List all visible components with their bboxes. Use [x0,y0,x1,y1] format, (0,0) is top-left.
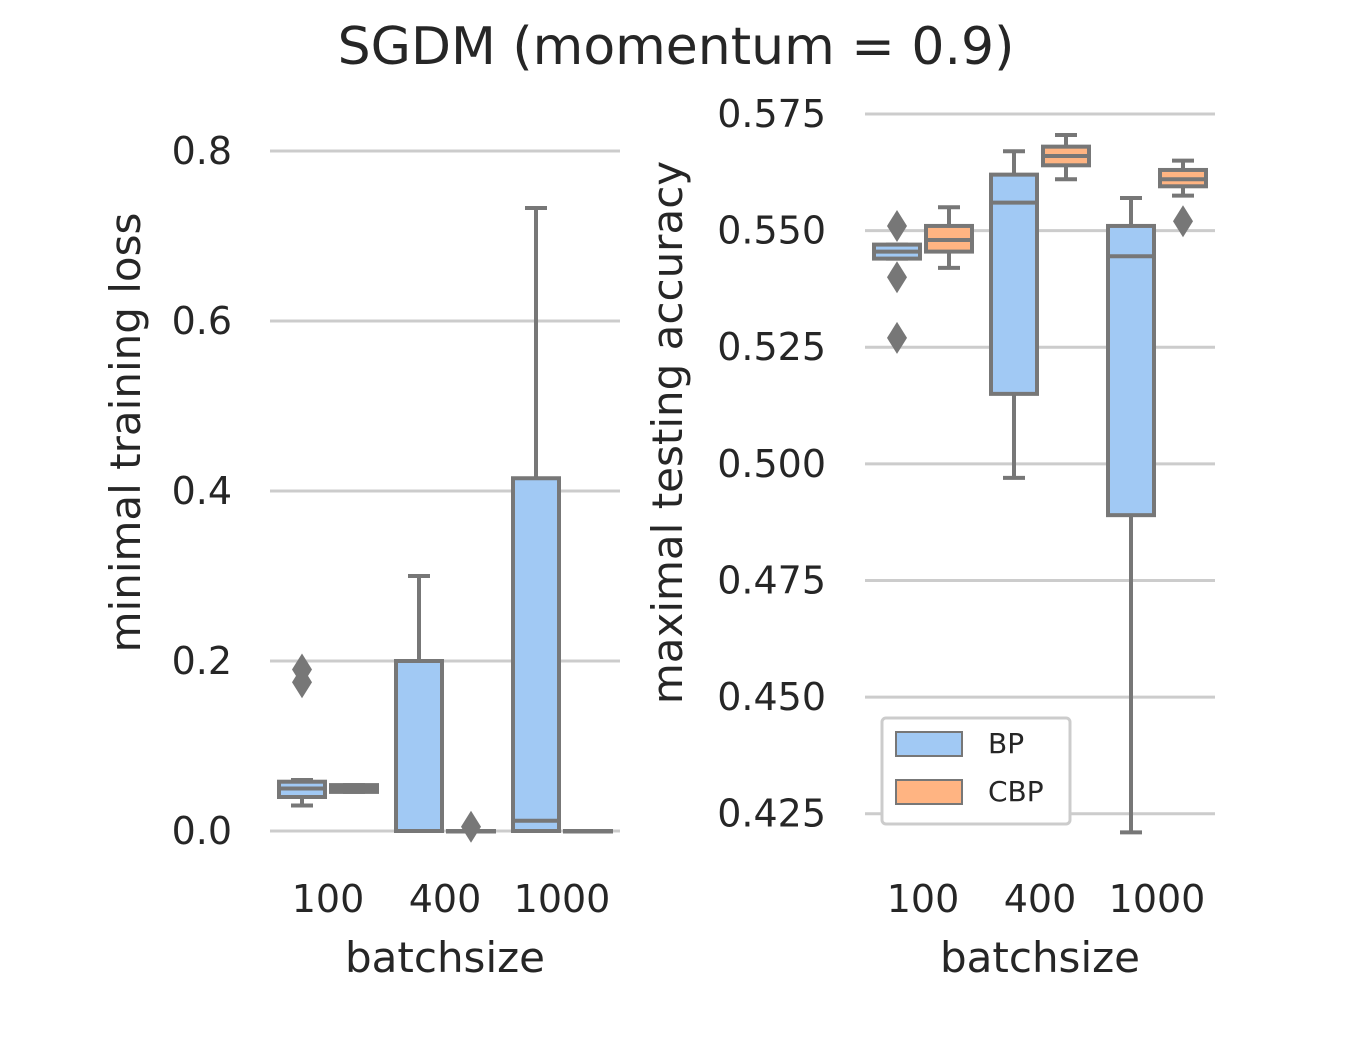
x-tick-label: 100 [292,877,365,921]
outlier-point [461,810,481,843]
y-axis-label: maximal testing accuracy [643,161,692,704]
y-tick-label: 0.6 [172,299,232,343]
legend-swatch-cbp [895,779,963,805]
x-axis-label: batchsize [940,933,1140,982]
y-tick-label: 0.0 [172,809,232,853]
legend: BP CBP [880,716,1072,826]
y-tick-label: 0.525 [717,325,826,369]
outlier-point [1173,205,1193,238]
box-bp-1000 [1106,195,1156,835]
panel-testing-accuracy: 0.425 0.450 0.475 0.500 0.525 0.550 0.575 maxim… [643,92,1215,982]
box-bp-400 [989,149,1039,480]
y-tick-label: 0.475 [717,558,826,602]
box-cbp-100 [924,205,974,270]
box-body [394,659,444,833]
outlier-point [887,209,907,242]
y-tick-label: 0.8 [172,129,232,173]
panel-training-loss: 0.0 0.2 0.4 0.6 0.8 minimal training loss 100 4… [101,129,620,982]
x-tick-label: 1000 [1109,877,1206,921]
y-tick-label: 0.550 [717,209,826,253]
box-bp-400 [394,574,444,833]
y-tick-label: 0.425 [717,792,826,836]
box-cbp-1000 [563,829,613,834]
x-axis-label: batchsize [345,933,545,982]
y-axis-label: minimal training loss [101,213,150,653]
box-bp-100 [277,653,327,808]
y-tick-label: 0.4 [172,469,232,513]
box-cbp-400 [446,810,496,843]
box-body [511,476,561,833]
box-cbp-100 [329,783,379,794]
y-tick-label: 0.2 [172,639,232,683]
outlier-point [887,321,907,354]
y-tick-label: 0.500 [717,442,826,486]
box-body [989,172,1039,396]
x-tick-label: 400 [1004,877,1077,921]
figure-title: SGDM (momentum = 0.9) [338,17,1015,77]
y-tick-label: 0.575 [717,92,826,136]
box-bp-1000 [511,205,561,833]
box-body [1106,223,1156,518]
x-tick-label: 1000 [514,877,611,921]
legend-label-cbp: CBP [988,775,1044,808]
y-tick-label: 0.450 [717,675,826,719]
outlier-point [292,653,312,686]
outlier-point [887,261,907,294]
box-cbp-400 [1041,132,1091,182]
box-bp-100 [872,209,922,354]
box-cbp-1000 [1158,158,1208,238]
x-tick-label: 100 [887,877,960,921]
x-tick-label: 400 [409,877,482,921]
legend-label-bp: BP [988,727,1024,760]
legend-swatch-bp [895,731,963,757]
